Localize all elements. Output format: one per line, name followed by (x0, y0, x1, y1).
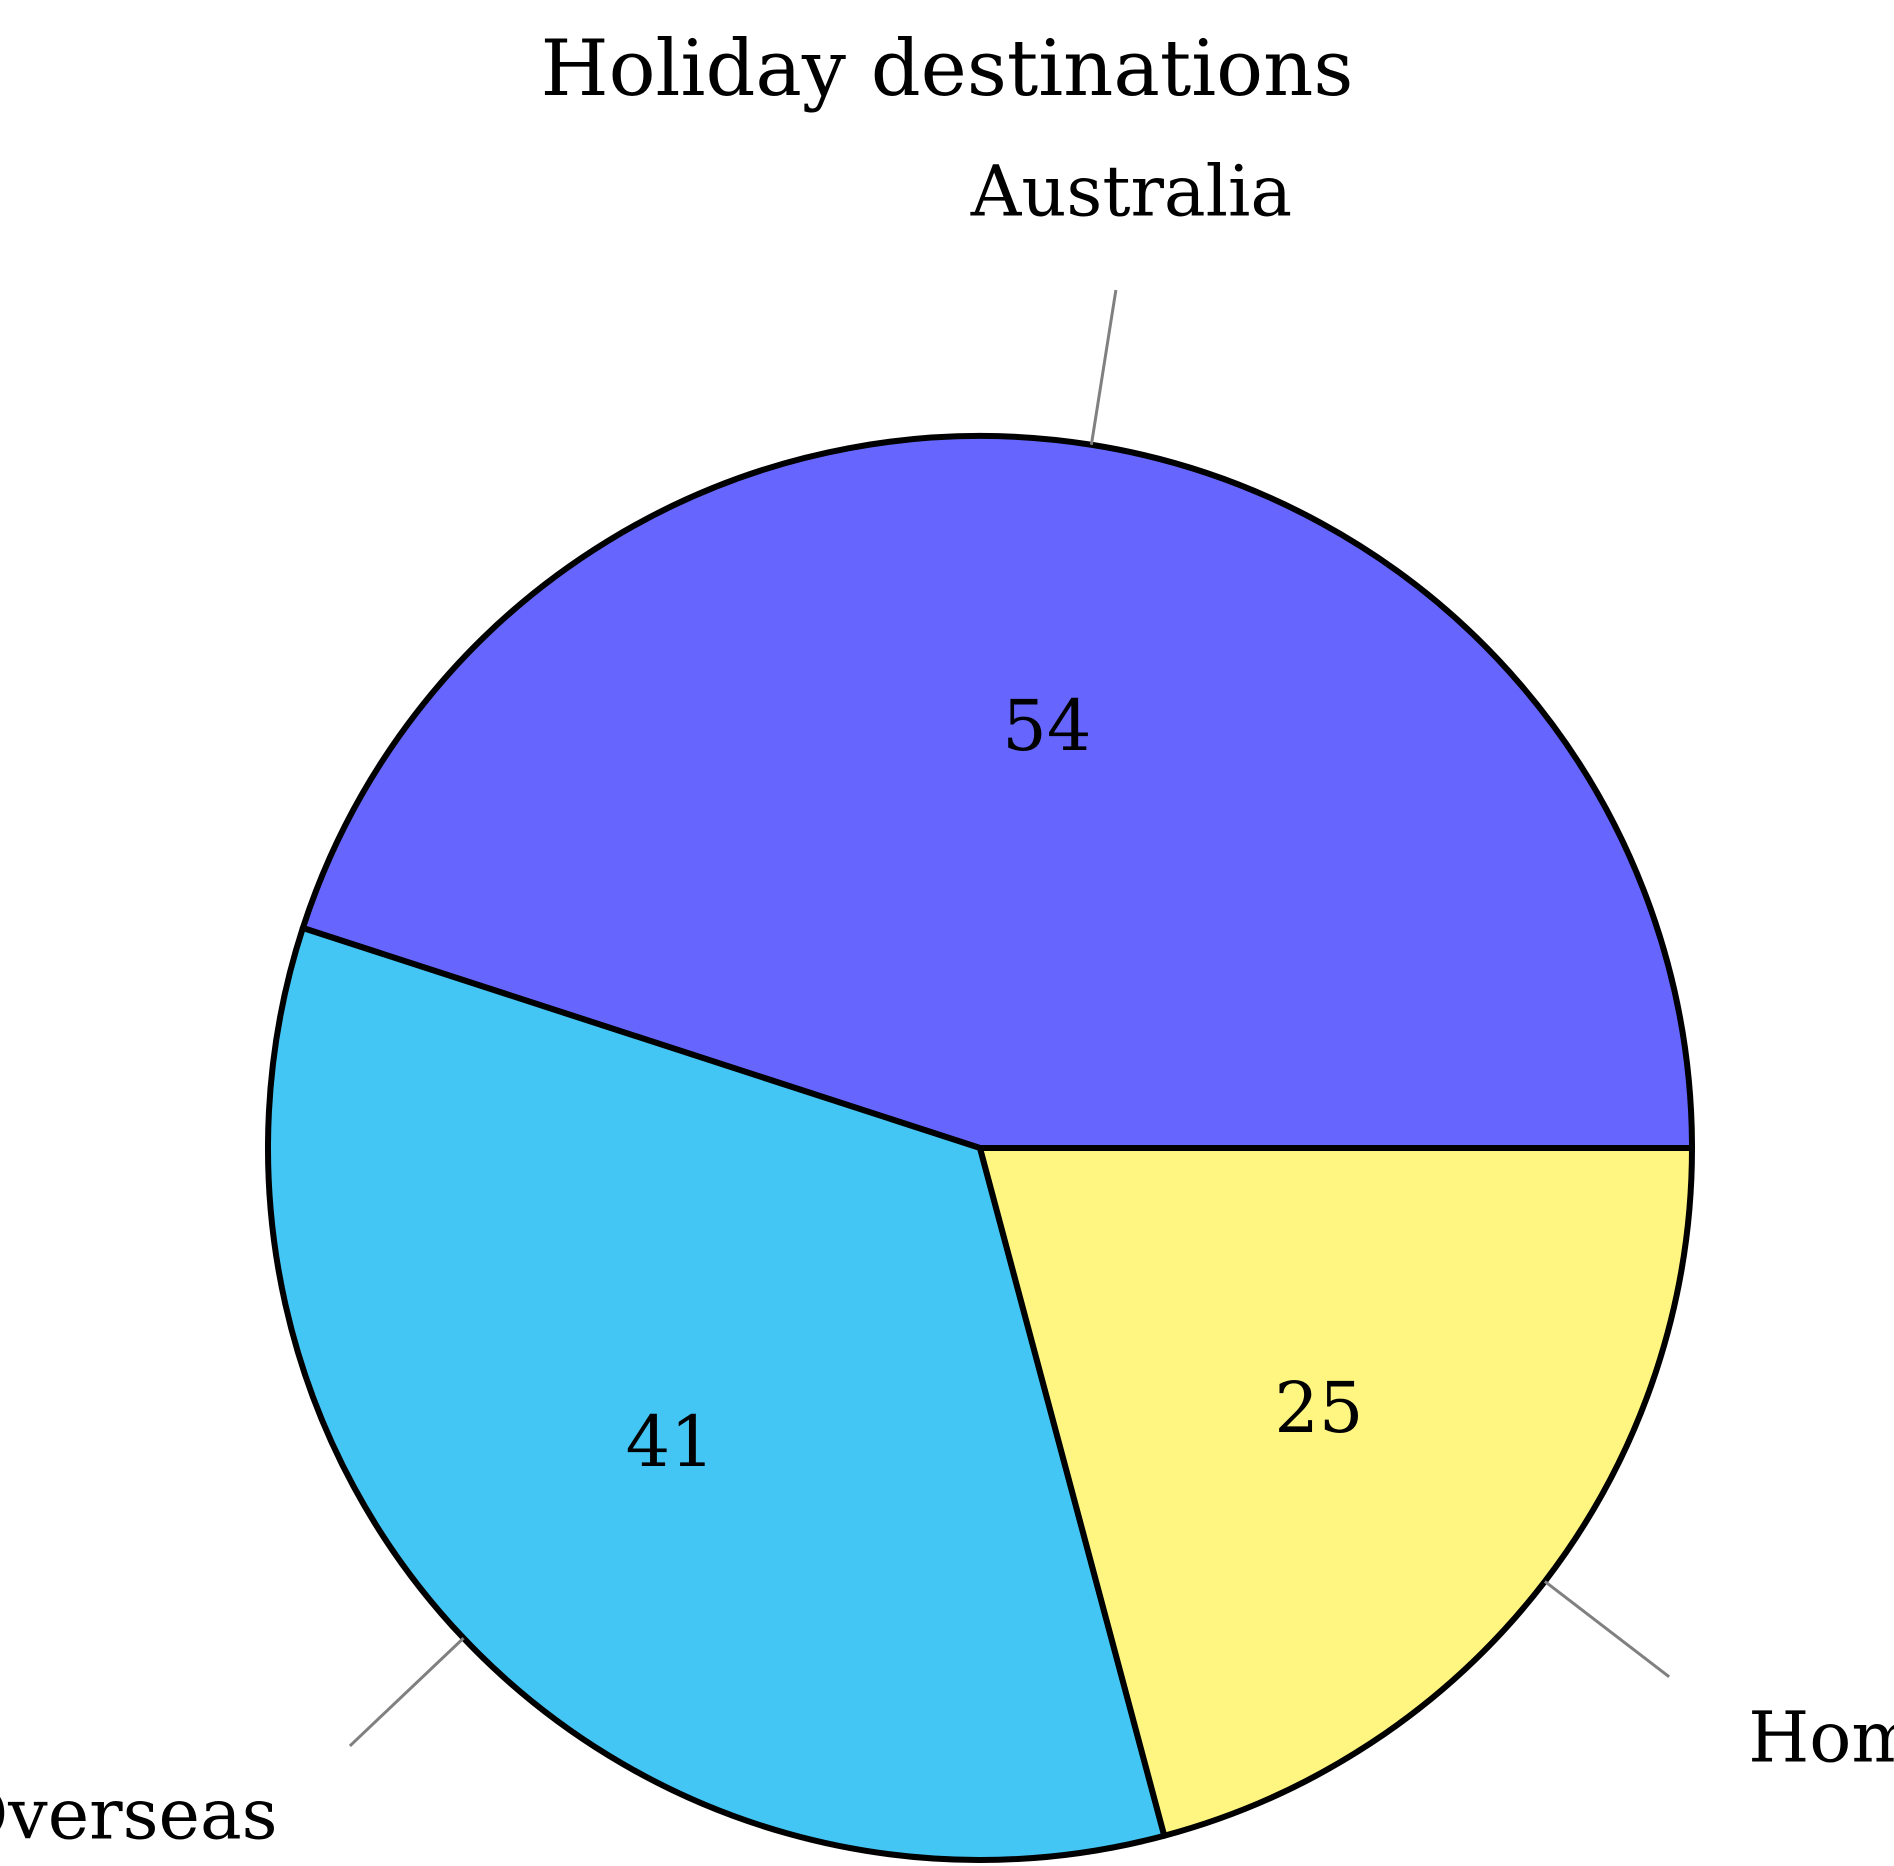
leader-line-australia (1089, 289, 1118, 446)
chart-title: Holiday destinations (541, 24, 1354, 114)
slice-label-overseas: Overseas (0, 1774, 278, 1856)
value-label-home: 25 (1274, 1367, 1363, 1449)
slice-labels: 54 Australia 41 Overseas 25 Home (0, 151, 1894, 1856)
value-label-overseas: 41 (626, 1401, 715, 1483)
leader-line-home (1543, 1580, 1671, 1678)
pie-slice-australia (299, 433, 1695, 1151)
slice-label-home: Home (1748, 1696, 1894, 1778)
pie-slice-overseas (265, 924, 1168, 1863)
slice-label-australia: Australia (970, 151, 1292, 233)
leader-lines (348, 289, 1671, 1748)
pie-slices (265, 433, 1695, 1863)
leader-line-overseas (348, 1637, 465, 1748)
value-label-australia: 54 (1002, 685, 1091, 767)
